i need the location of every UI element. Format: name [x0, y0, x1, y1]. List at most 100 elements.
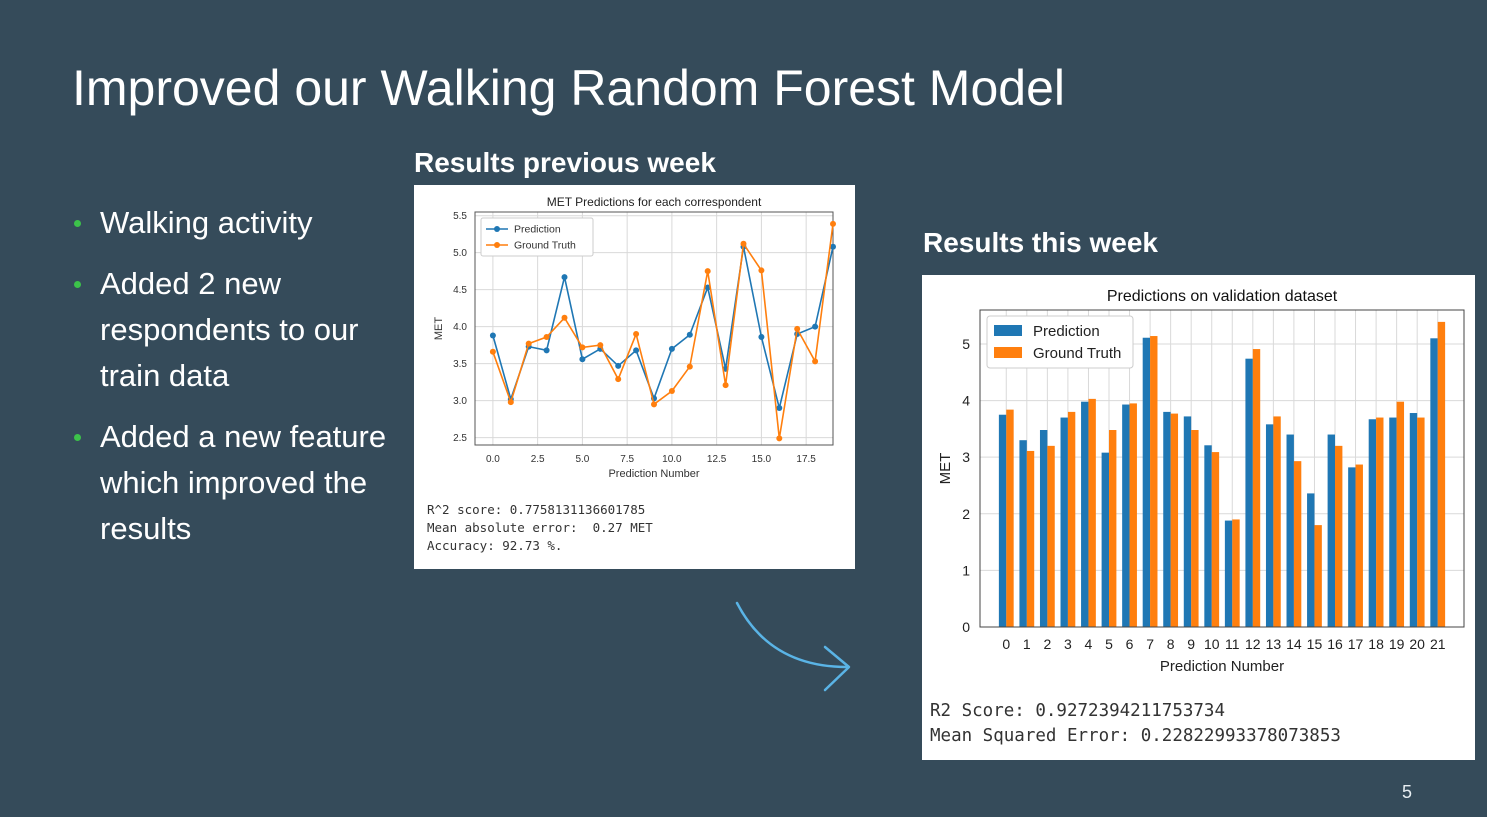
series-line-ground-truth — [492, 223, 834, 439]
legend-label: Prediction — [1033, 323, 1100, 340]
bar-prediction — [1081, 401, 1089, 627]
x-tick-label: 10 — [1204, 636, 1220, 652]
bar-ground-truth — [1170, 413, 1179, 627]
bullet-item: Added 2 new respondents to our train dat… — [74, 261, 414, 399]
x-tick-label: 7.5 — [620, 454, 634, 465]
data-point — [812, 358, 819, 365]
y-tick-label: 0 — [962, 619, 970, 635]
bar-ground-truth — [1109, 430, 1117, 627]
y-tick-label: 4.5 — [453, 285, 467, 296]
y-tick-label: 4.0 — [453, 322, 467, 333]
x-tick-label: 15.0 — [752, 454, 772, 465]
this-week-panel: 0 1 2 3 4 5 0 1 2 3 4 5 6 7 8 9 10 11 12 13 14 15 16 17 18 19 20 21… — [922, 275, 1475, 760]
bar-ground-truth — [1335, 445, 1343, 627]
bar-prediction — [1039, 430, 1048, 627]
bar-prediction — [1224, 520, 1233, 627]
bar-ground-truth — [1211, 452, 1220, 627]
data-point — [543, 347, 550, 354]
legend-label: Prediction — [514, 224, 561, 236]
x-tick-label: 12 — [1245, 636, 1261, 652]
prev-metric-mae: Mean absolute error: 0.27 MET — [427, 520, 653, 535]
x-tick-label: 12.5 — [707, 454, 727, 465]
bar-ground-truth — [1006, 409, 1014, 627]
bullet-item: Walking activity — [74, 200, 414, 246]
x-tick-label: 4 — [1085, 636, 1093, 652]
bar-ground-truth — [1026, 450, 1035, 627]
bar-ground-truth — [1252, 349, 1261, 627]
bar-ground-truth — [1355, 464, 1363, 627]
arrow-curve — [735, 601, 849, 669]
bar-ground-truth — [1314, 525, 1322, 627]
y-tick-label: 5.0 — [453, 248, 467, 259]
slide-title: Improved our Walking Random Forest Model — [72, 60, 1065, 116]
x-tick-label: 13 — [1266, 636, 1282, 652]
x-tick-label: 10.0 — [662, 454, 682, 465]
chart-title: Predictions on validation dataset — [1107, 288, 1338, 305]
y-tick-label: 5.5 — [453, 211, 467, 222]
data-point — [740, 240, 747, 247]
y-axis-label: MET — [433, 317, 445, 341]
legend-box — [480, 217, 594, 257]
y-tick-label: 5 — [962, 336, 970, 352]
y-tick-label: 2 — [962, 506, 970, 522]
bar-ground-truth — [1047, 445, 1055, 627]
line-chart: 2.5 3.0 3.5 4.0 4.5 5.0 5.5 0.0 2.5 5.0 7.5 10.0 12.… — [433, 195, 836, 480]
bar-prediction — [1430, 338, 1438, 627]
x-tick-label: 0 — [1002, 636, 1010, 652]
bullet-dot — [74, 434, 81, 441]
x-tick-label: 21 — [1430, 636, 1446, 652]
bar-ground-truth — [1417, 417, 1425, 627]
bar-ground-truth — [1129, 403, 1137, 627]
data-point — [507, 399, 514, 406]
data-point — [794, 325, 801, 332]
bullet-dot — [74, 281, 81, 288]
x-tick-label: 18 — [1368, 636, 1384, 652]
x-tick-label: 17 — [1348, 636, 1364, 652]
bar-prediction — [1327, 434, 1335, 627]
data-point — [633, 347, 640, 354]
bar-prediction — [1286, 434, 1294, 627]
bullet-dot — [74, 220, 81, 227]
bar-prediction — [1122, 404, 1130, 627]
prev-metrics: R^2 score: 0.7758131136601785 Mean absolu… — [427, 501, 653, 555]
bar-prediction — [1163, 411, 1171, 627]
data-point — [812, 323, 819, 330]
bar-prediction — [1265, 424, 1274, 627]
bar-prediction — [1389, 417, 1397, 627]
data-point — [668, 388, 675, 395]
bar-ground-truth — [1232, 519, 1240, 627]
x-tick-label: 16 — [1327, 636, 1343, 652]
series-line-prediction — [492, 246, 834, 409]
this-week-label: Results this week — [923, 227, 1158, 258]
this-metric-r2: R2 Score: 0.9272394211753734 — [930, 701, 1226, 721]
bar-prediction — [1204, 445, 1212, 627]
data-point — [830, 220, 836, 227]
x-tick-label: 9 — [1187, 636, 1195, 652]
y-tick-label: 1 — [962, 562, 970, 578]
x-tick-label: 11 — [1225, 636, 1240, 652]
bar-prediction — [1307, 493, 1315, 627]
x-tick-label: 1 — [1023, 636, 1031, 652]
legend-swatch — [994, 325, 1022, 336]
legend-marker — [494, 226, 500, 232]
data-point — [758, 267, 765, 274]
x-tick-label: 0.0 — [486, 454, 500, 465]
plot-frame — [979, 309, 1465, 628]
y-tick-label: 3.0 — [453, 396, 467, 407]
bar-prediction — [1142, 337, 1151, 627]
bar-prediction — [1348, 467, 1356, 627]
data-point — [758, 334, 765, 341]
x-tick-label: 7 — [1146, 636, 1154, 652]
bullet-item: Added a new feature which improved the r… — [74, 414, 414, 552]
data-point — [525, 340, 532, 347]
x-tick-label: 6 — [1126, 636, 1134, 652]
bullet-text: Walking activity — [100, 205, 313, 240]
bar-ground-truth — [1273, 416, 1281, 627]
bar-prediction — [1245, 358, 1253, 627]
bar-prediction — [1409, 413, 1418, 627]
data-point — [615, 362, 622, 369]
data-point — [561, 314, 568, 321]
bar-prediction — [998, 414, 1007, 627]
x-tick-label: 3 — [1064, 636, 1072, 652]
